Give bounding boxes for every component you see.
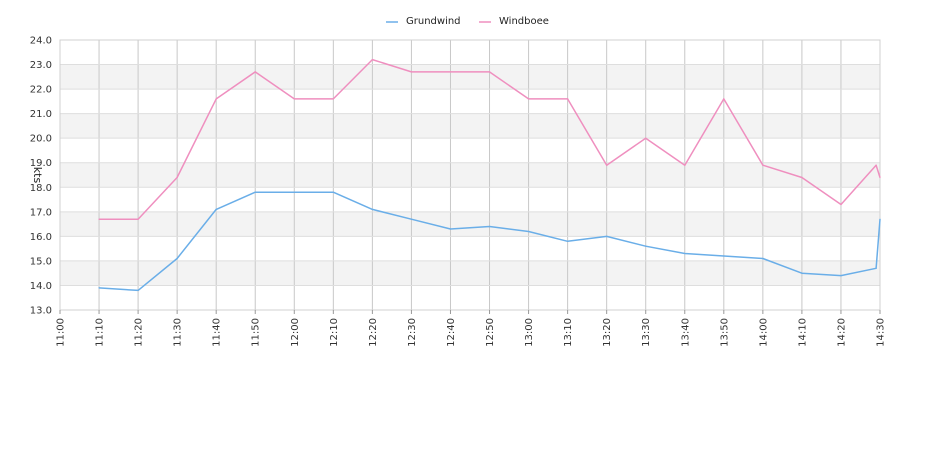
data-point	[488, 71, 491, 73]
data-point	[410, 71, 412, 73]
legend: Grundwind Windboee	[386, 16, 549, 27]
x-tick-label: 11:40	[212, 318, 223, 347]
data-point	[879, 218, 881, 220]
data-point	[254, 71, 256, 73]
y-tick-label: 13.0	[30, 306, 52, 317]
x-tick-label: 12:30	[407, 318, 418, 347]
x-tick-label: 11:30	[173, 318, 184, 347]
data-point	[176, 257, 178, 260]
data-point	[449, 71, 452, 73]
legend-item-windboee[interactable]: Windboee	[479, 16, 549, 27]
y-tick-label: 24.0	[30, 36, 52, 47]
grid-band	[60, 162, 880, 188]
data-point	[528, 98, 530, 100]
data-point	[879, 176, 881, 179]
grid-band	[60, 211, 880, 237]
alternating-bands	[60, 64, 880, 286]
legend-label: Windboee	[499, 16, 549, 27]
data-point	[606, 235, 608, 237]
grid-band	[60, 64, 880, 90]
data-point	[801, 176, 803, 179]
data-point	[723, 98, 725, 100]
y-axis-title: kts	[31, 167, 44, 184]
data-point	[801, 272, 803, 274]
grid-band	[60, 113, 880, 139]
x-tick-label: 13:10	[563, 318, 574, 347]
data-point	[371, 208, 373, 210]
y-tick-label: 16.0	[30, 232, 52, 243]
data-point	[875, 267, 877, 269]
y-axis-ticks: 13.0 14.0 15.0 16.0 17.0 18.0 19.0 20.0 21.0 22.0…	[30, 36, 52, 317]
x-tick-label: 11:00	[56, 318, 67, 347]
x-tick-label: 14:20	[836, 318, 847, 347]
series-line-windboee	[99, 58, 881, 220]
data-point	[293, 98, 295, 100]
x-tick-label: 11:50	[251, 318, 262, 347]
x-tick-label: 13:00	[524, 318, 535, 347]
data-point	[293, 191, 295, 193]
data-point	[98, 287, 100, 289]
data-point	[723, 255, 725, 257]
y-tick-label: 14.0	[30, 281, 52, 292]
x-tick-label: 14:00	[758, 318, 769, 347]
y-tick-label: 21.0	[30, 109, 52, 120]
data-point	[254, 191, 256, 193]
data-point	[98, 218, 100, 220]
legend-label: Grundwind	[406, 16, 461, 27]
data-point	[410, 218, 412, 220]
data-point	[645, 137, 647, 139]
series-line-grundwind	[98, 191, 881, 292]
data-point	[875, 164, 877, 166]
data-point	[762, 257, 764, 260]
data-point	[137, 218, 139, 220]
data-point	[645, 245, 647, 247]
data-point	[567, 240, 569, 242]
y-tick-label: 20.0	[30, 134, 52, 145]
x-tick-label: 12:20	[368, 318, 379, 347]
x-tick-label: 11:10	[95, 318, 106, 347]
data-point	[840, 275, 842, 277]
x-tick-label: 12:50	[485, 318, 496, 347]
x-tick-label: 12:10	[329, 318, 340, 347]
data-point	[137, 289, 139, 291]
x-tick-label: 13:40	[680, 318, 691, 347]
data-point	[840, 203, 842, 206]
legend-item-grundwind[interactable]: Grundwind	[386, 16, 461, 27]
data-point	[332, 191, 334, 193]
x-axis-ticks: 11:00 11:10 11:20 11:30 11:40 11:50 12:00 12:10…	[56, 310, 887, 347]
y-tick-label: 18.0	[30, 183, 52, 194]
data-point	[488, 225, 491, 228]
y-tick-label: 15.0	[30, 256, 52, 267]
y-tick-label: 19.0	[30, 158, 52, 169]
x-tick-label: 13:20	[602, 318, 613, 347]
data-point	[762, 164, 764, 166]
data-point	[567, 98, 569, 100]
x-tick-label: 12:40	[446, 318, 457, 347]
data-point	[449, 228, 452, 230]
data-point	[332, 98, 334, 100]
x-tick-label: 11:20	[134, 318, 145, 347]
x-tick-label: 12:00	[290, 318, 301, 347]
data-point	[684, 252, 686, 255]
x-tick-label: 14:10	[797, 318, 808, 347]
data-point	[176, 176, 178, 179]
data-point	[215, 208, 217, 210]
data-point	[528, 230, 530, 233]
data-point	[606, 164, 608, 166]
y-tick-label: 17.0	[30, 207, 52, 218]
data-point	[215, 98, 217, 100]
y-tick-label: 22.0	[30, 85, 52, 96]
grid-band	[60, 260, 880, 286]
data-point	[371, 59, 373, 61]
x-tick-label: 13:30	[641, 318, 652, 347]
plot-frame	[59, 39, 881, 311]
y-tick-label: 23.0	[30, 60, 52, 71]
x-tick-label: 13:50	[719, 318, 730, 347]
data-point	[684, 164, 686, 166]
x-tick-label: 14:30	[876, 318, 887, 347]
series-lines	[98, 58, 881, 292]
